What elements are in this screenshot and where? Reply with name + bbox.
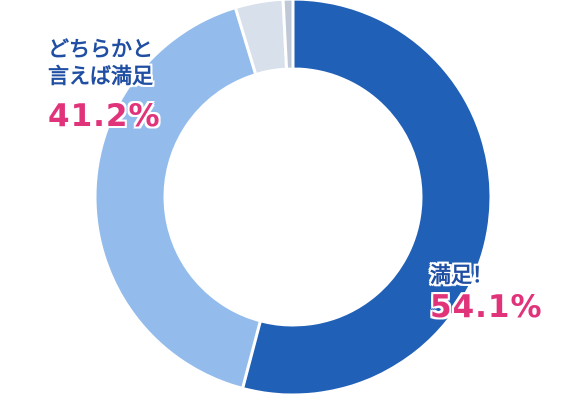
slice-label-somewhat-satisfied-line2: 言えば満足 bbox=[48, 64, 153, 88]
slice-somewhat-satisfied bbox=[93, 5, 263, 391]
slice-value-somewhat-satisfied: 41.2% bbox=[48, 98, 161, 134]
slice-label-group-somewhat-satisfied: どちらかと 言えば満足 41.2% bbox=[48, 36, 161, 134]
slice-label-group-satisfied: 満足！ 54.1% bbox=[430, 262, 543, 325]
slice-label-satisfied: 満足！ bbox=[430, 263, 493, 287]
slice-satisfied bbox=[240, 0, 493, 397]
slice-label-somewhat-satisfied-line1: どちらかと bbox=[48, 37, 153, 61]
slice-other-2 bbox=[281, 0, 295, 71]
slice-value-satisfied: 54.1% bbox=[430, 289, 543, 325]
